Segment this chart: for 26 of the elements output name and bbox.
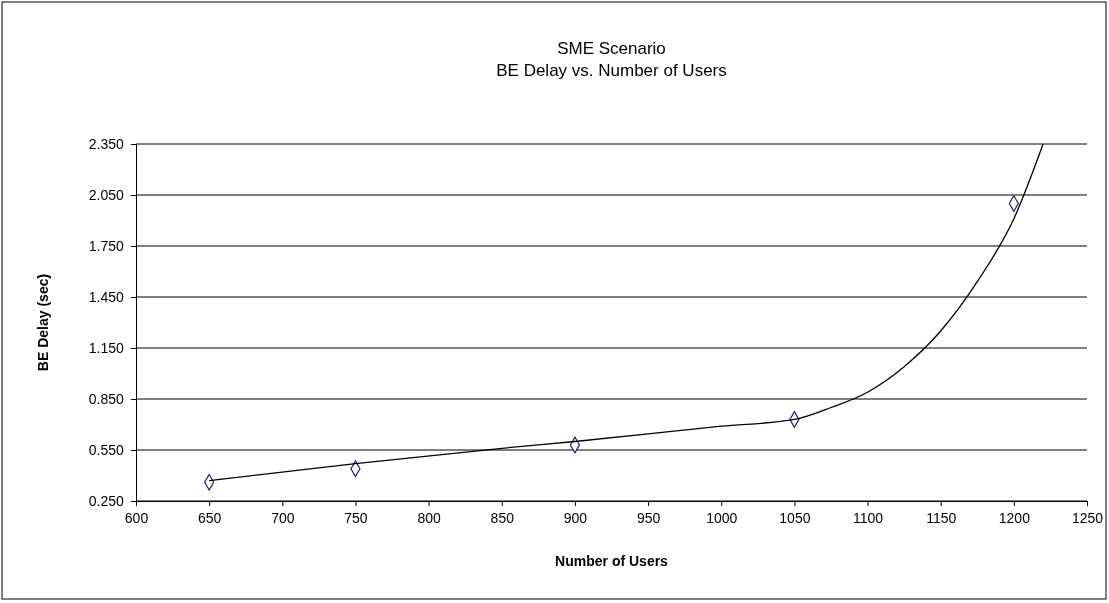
x-tick-label: 1100 bbox=[852, 510, 884, 526]
x-tick-label: 700 bbox=[271, 510, 295, 526]
x-axis-title: Number of Users bbox=[555, 553, 669, 569]
x-tick-label: 600 bbox=[124, 510, 149, 526]
chart-subtitle: BE Delay vs. Number of Users bbox=[496, 61, 727, 80]
x-tick-label: 1200 bbox=[998, 510, 1031, 526]
y-tick-label: 1.150 bbox=[88, 339, 124, 356]
y-tick-label: 1.750 bbox=[88, 237, 124, 254]
x-tick-label: 1150 bbox=[926, 510, 957, 526]
x-tick-label: 850 bbox=[490, 510, 515, 526]
y-tick-label: 2.350 bbox=[88, 135, 124, 152]
y-axis-title: BE Delay (sec) bbox=[35, 273, 51, 372]
x-tick-label: 750 bbox=[344, 510, 368, 526]
x-tick-label: 900 bbox=[563, 510, 588, 526]
y-tick-label: 2.050 bbox=[88, 186, 124, 203]
x-tick-label: 950 bbox=[636, 510, 661, 526]
x-tick-label: 1250 bbox=[1071, 510, 1104, 526]
chart-title: SME Scenario bbox=[557, 39, 666, 58]
x-tick-label: 1000 bbox=[706, 510, 738, 526]
y-tick-label: 0.550 bbox=[88, 441, 124, 458]
x-tick-label: 650 bbox=[197, 510, 222, 526]
x-tick-label: 1050 bbox=[779, 510, 811, 526]
y-tick-label: 0.850 bbox=[88, 390, 124, 407]
y-tick-label: 1.450 bbox=[88, 288, 124, 305]
x-tick-label: 800 bbox=[417, 510, 442, 526]
y-tick-label: 0.250 bbox=[88, 492, 124, 509]
